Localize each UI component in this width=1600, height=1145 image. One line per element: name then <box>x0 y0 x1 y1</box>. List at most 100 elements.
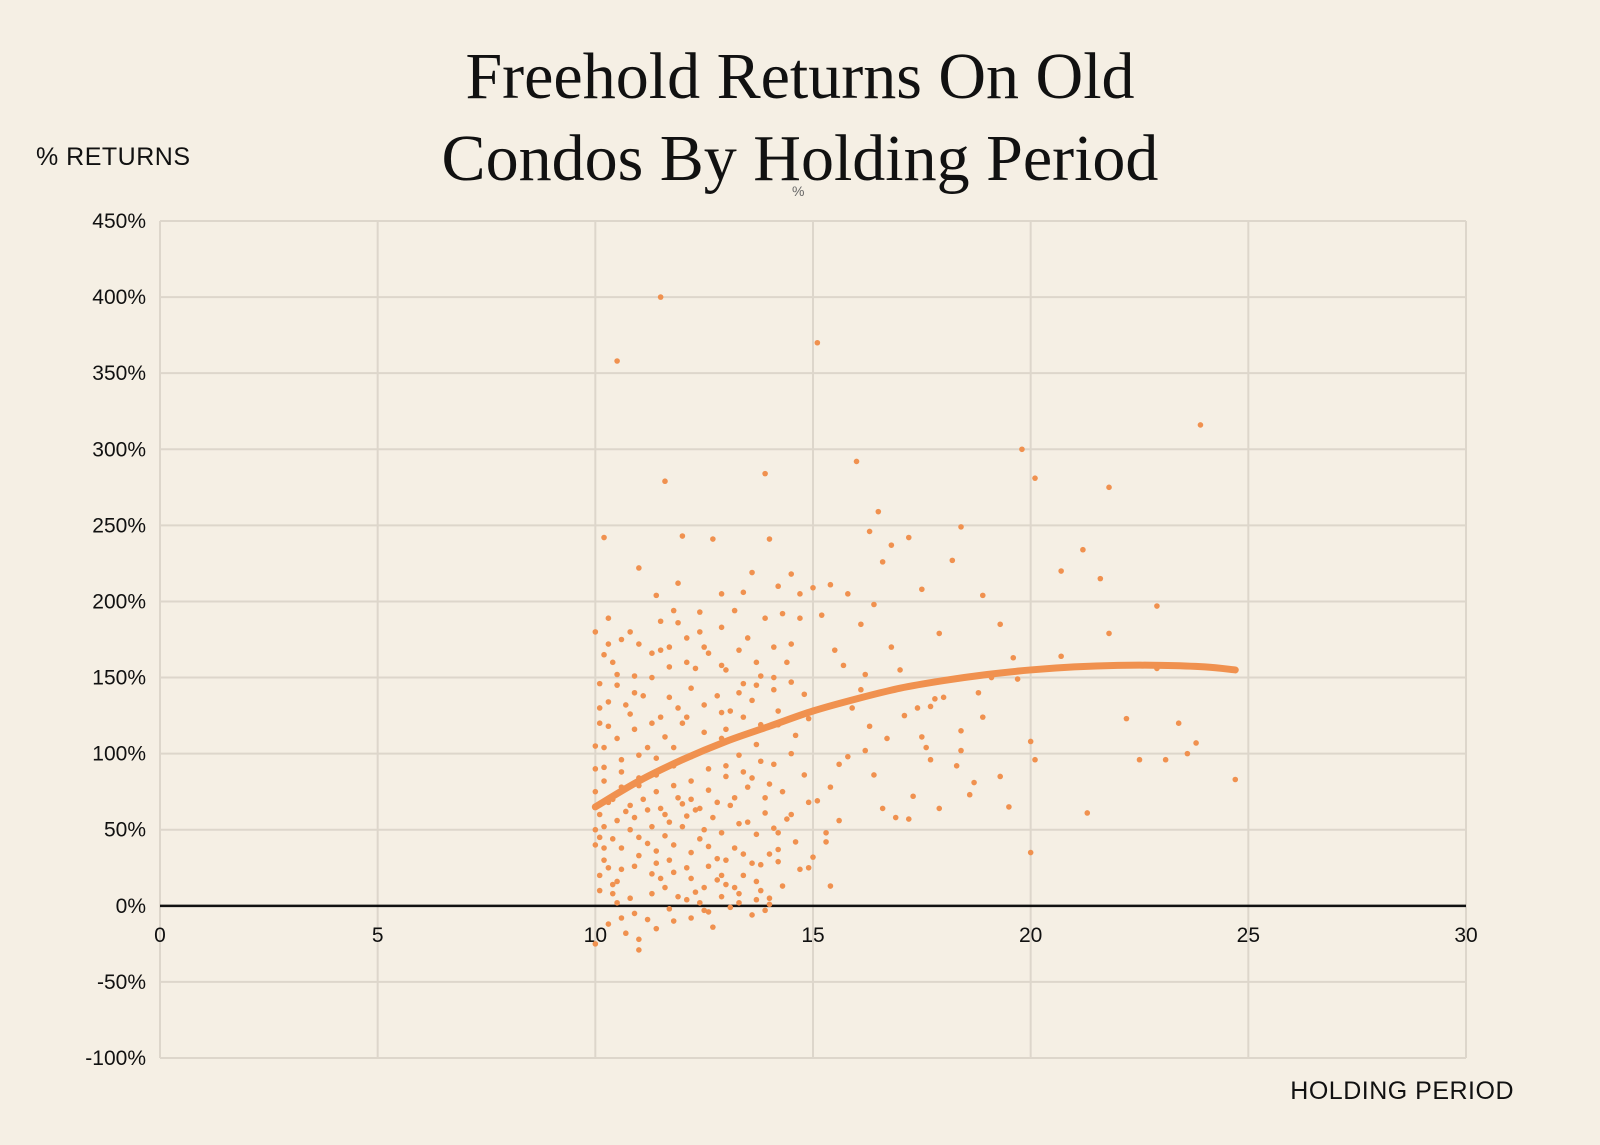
data-point <box>718 893 725 900</box>
data-point <box>596 872 603 879</box>
data-point <box>631 726 638 733</box>
data-point <box>749 860 755 867</box>
data-point <box>609 881 616 888</box>
data-point <box>871 601 877 608</box>
data-point <box>683 896 690 903</box>
data-point <box>736 820 742 827</box>
data-point <box>592 629 599 635</box>
data-point <box>705 843 712 850</box>
data-point <box>662 734 668 740</box>
data-point <box>714 877 721 883</box>
data-point <box>1058 568 1064 574</box>
data-point <box>666 857 673 863</box>
data-point <box>731 794 738 801</box>
data-point <box>762 907 768 914</box>
data-point <box>749 775 755 781</box>
data-point <box>1014 676 1021 682</box>
data-point <box>705 766 712 772</box>
data-point <box>740 872 747 879</box>
data-point <box>692 889 699 895</box>
data-point <box>836 817 842 824</box>
data-point <box>936 630 943 637</box>
data-point <box>862 671 869 678</box>
data-point <box>705 787 712 793</box>
y-tick-labels: -100% -50% 0% 50% 100% 150% 200% 250% 300% 350% 40… <box>85 210 146 1070</box>
data-point <box>614 817 620 824</box>
data-point <box>601 857 607 863</box>
data-point <box>932 696 938 702</box>
data-point <box>688 778 694 784</box>
data-point <box>888 542 895 548</box>
data-point <box>766 536 773 542</box>
data-point <box>653 592 660 599</box>
data-point <box>683 635 690 641</box>
data-point <box>923 744 929 751</box>
data-point <box>631 814 638 821</box>
x-tick-label: 30 <box>1454 924 1477 947</box>
data-point <box>949 557 956 564</box>
data-point <box>805 715 812 722</box>
data-point <box>753 831 760 838</box>
data-point <box>958 747 964 754</box>
data-point <box>653 860 660 867</box>
data-point <box>1154 603 1160 609</box>
data-point <box>662 811 668 818</box>
data-point <box>727 904 734 911</box>
data-point <box>997 621 1003 628</box>
data-point <box>623 808 629 815</box>
data-point <box>905 816 912 822</box>
data-point <box>1019 446 1025 453</box>
data-point <box>675 794 681 801</box>
data-point <box>836 761 842 768</box>
data-point <box>649 871 655 877</box>
data-point <box>623 930 629 937</box>
data-point <box>736 890 742 897</box>
data-point <box>757 673 764 679</box>
y-tick-label: 350% <box>92 362 146 385</box>
data-point <box>653 755 660 762</box>
data-point <box>657 647 664 653</box>
data-point <box>927 703 934 710</box>
data-point <box>744 635 751 641</box>
data-point <box>749 569 755 576</box>
data-point <box>675 580 681 586</box>
y-tick-label: 450% <box>92 210 146 233</box>
data-point <box>657 618 664 625</box>
data-point <box>788 679 795 685</box>
data-point <box>740 680 747 687</box>
data-point <box>762 810 768 816</box>
data-point <box>771 686 777 693</box>
data-point <box>679 533 686 539</box>
data-point <box>627 895 633 902</box>
data-point <box>605 864 612 871</box>
data-point <box>592 743 599 749</box>
data-point <box>627 826 633 833</box>
data-point <box>879 805 886 812</box>
data-point <box>631 910 638 917</box>
data-point <box>1097 575 1104 582</box>
trendline <box>591 661 1239 811</box>
data-point <box>723 667 729 673</box>
data-point <box>640 796 647 803</box>
data-point <box>1010 654 1017 661</box>
data-point <box>644 807 651 813</box>
data-point <box>679 801 686 807</box>
data-point <box>771 825 777 832</box>
data-point <box>879 559 886 565</box>
data-point <box>1197 422 1204 428</box>
data-point <box>849 705 855 711</box>
data-point <box>701 702 707 708</box>
data-point <box>596 680 603 687</box>
data-point <box>727 708 734 714</box>
data-point <box>649 823 655 830</box>
data-point <box>797 866 803 873</box>
data-point <box>1123 715 1130 722</box>
data-point <box>683 659 690 666</box>
x-tick-label: 0 <box>154 924 166 947</box>
y-tick-label: 100% <box>92 743 146 766</box>
data-point <box>614 735 620 742</box>
data-point <box>792 732 799 739</box>
data-point <box>618 845 625 851</box>
data-point <box>749 697 755 704</box>
y-tick-label: 150% <box>92 667 146 690</box>
